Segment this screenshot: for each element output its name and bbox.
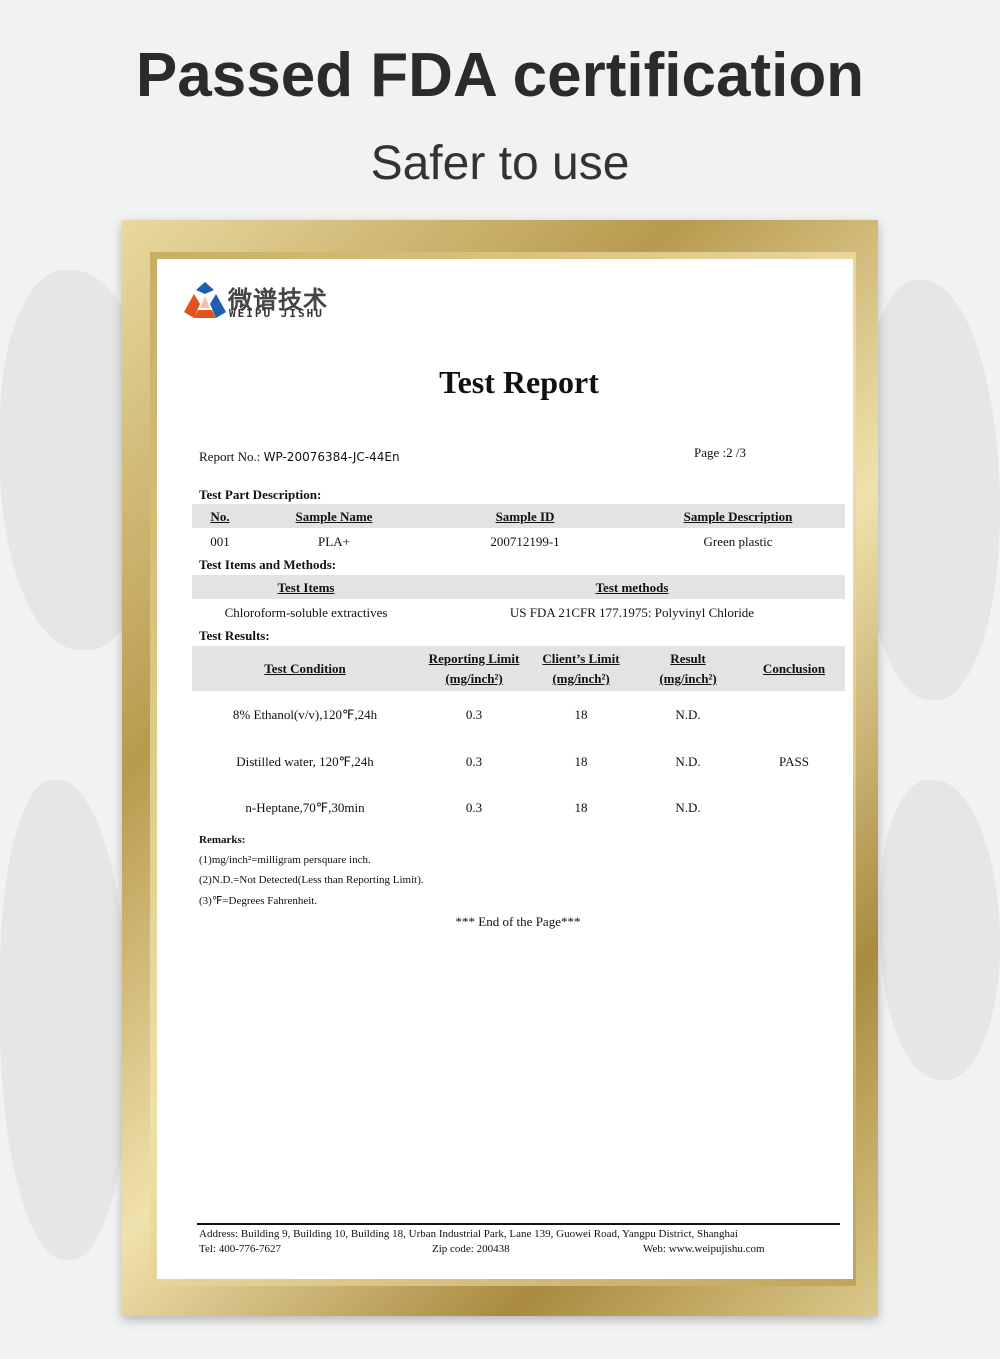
world-map-bg [860, 280, 1000, 700]
cell-condition: Distilled water, 120℉,24h [236, 754, 374, 769]
part-header-bar [192, 504, 845, 528]
footer-zip: Zip code: 200438 [432, 1243, 510, 1255]
remark-3: (3)℉=Degrees Fahrenheit. [199, 895, 318, 907]
report-number-label: Report No.: WP-20076384-JC-44En [199, 449, 400, 465]
cell-conclusion: PASS [779, 754, 809, 769]
footer-tel: Tel: 400-776-7627 [199, 1243, 282, 1255]
world-map-bg [880, 780, 1000, 1080]
col-sample-name: Sample Name [295, 509, 373, 524]
col-no: No. [210, 509, 230, 524]
report-title: Test Report [439, 364, 599, 400]
col-test-items: Test Items [277, 580, 335, 595]
cell-reporting-limit: 0.3 [465, 800, 483, 815]
items-header-bar [192, 575, 845, 599]
cell-result: N.D. [675, 754, 701, 769]
cell-reporting-limit: 0.3 [465, 707, 483, 722]
remark-2: (2)N.D.=Not Detected(Less than Reporting… [199, 874, 424, 886]
report-no: WP-20076384-JC-44En [263, 450, 400, 464]
weipu-logo-icon [184, 282, 226, 318]
cell-sample-id: 200712199-1 [490, 534, 560, 549]
col-test-condition: Test Condition [264, 661, 346, 676]
remark-1: (1)mg/inch²=milligram persquare inch. [199, 854, 371, 866]
col-sample-description: Sample Description [683, 509, 793, 524]
report-no-label: Report No.: [199, 449, 261, 464]
col-conclusion: Conclusion [762, 661, 826, 676]
cell-reporting-limit: 0.3 [465, 754, 483, 769]
footer-divider [197, 1223, 840, 1225]
page-number: Page :2 /3 [694, 445, 746, 460]
cell-clients-limit: 18 [574, 707, 588, 722]
logo-english: WEIPU JISHU [229, 307, 324, 320]
results-header-bar [192, 646, 845, 691]
items-methods-label: Test Items and Methods: [199, 557, 337, 572]
results-label: Test Results: [199, 628, 270, 643]
cell-test-method: US FDA 21CFR 177.1975: Polyvinyl Chlorid… [509, 605, 755, 620]
cell-sample-description: Green plastic [703, 534, 773, 549]
cell-no: 001 [210, 534, 230, 549]
col-test-methods: Test methods [595, 580, 669, 595]
col-result: Result [670, 651, 706, 666]
footer-web: Web: www.weipujishu.com [643, 1243, 765, 1255]
unit-clients-limit: (mg/inch²) [552, 671, 610, 686]
page-subheading: Safer to use [370, 137, 630, 190]
cell-condition: n-Heptane,70℉,30min [245, 800, 365, 815]
cell-test-item: Chloroform-soluble extractives [224, 605, 388, 620]
cell-condition: 8% Ethanol(v/v),120℉,24h [232, 707, 378, 722]
cell-result: N.D. [675, 800, 701, 815]
col-sample-id: Sample ID [495, 509, 555, 524]
col-reporting-limit: Reporting Limit [428, 651, 520, 666]
cell-clients-limit: 18 [574, 754, 588, 769]
logo-chinese: 微谱技术 [228, 286, 328, 314]
cell-sample-name: PLA+ [318, 534, 350, 549]
world-map-bg [0, 780, 130, 1260]
unit-reporting-limit: (mg/inch²) [445, 671, 503, 686]
page-heading: Passed FDA certification [135, 41, 865, 110]
col-clients-limit: Client’s Limit [542, 651, 620, 666]
end-of-page: *** End of the Page*** [455, 914, 581, 929]
cell-clients-limit: 18 [574, 800, 588, 815]
certificate-paper [157, 259, 853, 1279]
remarks-label: Remarks: [199, 834, 246, 846]
part-description-label: Test Part Description: [199, 487, 322, 502]
cell-result: N.D. [675, 707, 701, 722]
unit-result: (mg/inch²) [659, 671, 717, 686]
footer-address: Address: Building 9, Building 10, Buildi… [199, 1228, 738, 1240]
